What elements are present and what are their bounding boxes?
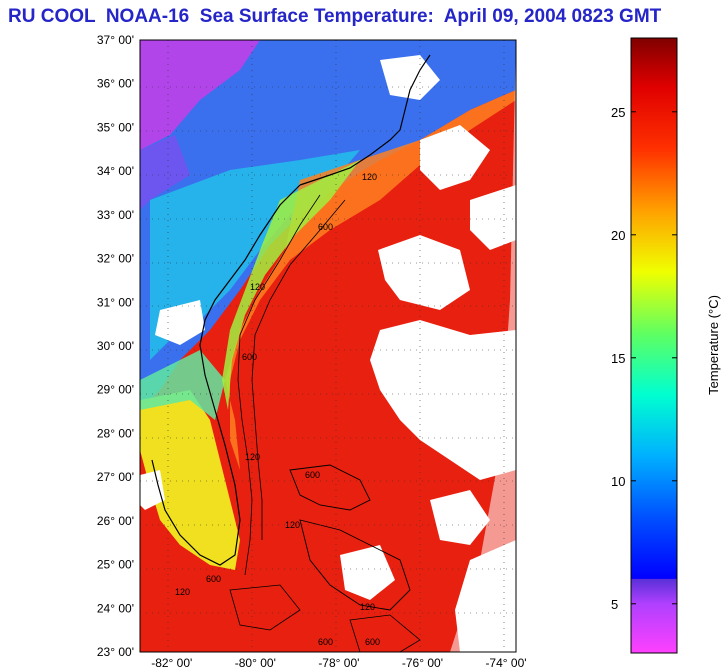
graticule bbox=[140, 40, 516, 652]
cold-magenta-area bbox=[140, 40, 260, 150]
longitude-label: -76° 00' bbox=[402, 656, 443, 670]
coastline-south bbox=[151, 184, 301, 566]
latitude-label: 34° 00' bbox=[97, 164, 134, 178]
longitude-label: -80° 00' bbox=[235, 656, 276, 670]
colorbar-tick-label: 5 bbox=[611, 597, 618, 612]
isobath-label: 600 bbox=[365, 637, 380, 647]
isobath-labels: 120 600 120 600 120 600 120 600 120 600 … bbox=[175, 172, 380, 647]
latitude-label: 30° 00' bbox=[97, 339, 134, 353]
latitude-label: 32° 00' bbox=[97, 252, 134, 266]
map-frame bbox=[139, 39, 517, 653]
colorbar-tick-label: 20 bbox=[611, 228, 625, 243]
isobath-600 bbox=[251, 199, 346, 540]
latitude-label: 23° 00' bbox=[97, 645, 134, 659]
coastline bbox=[299, 54, 431, 186]
latitude-label: 24° 00' bbox=[97, 601, 134, 615]
latitude-label: 26° 00' bbox=[97, 514, 134, 528]
isobath-label: 120 bbox=[175, 587, 190, 597]
longitude-labels: -82° 00' -80° 00' -78° 00' -76° 00' -74° 00' bbox=[151, 656, 526, 670]
isobath-label: 600 bbox=[242, 352, 257, 362]
isobath-120 bbox=[237, 194, 321, 576]
latitude-labels: 37° 00' 36° 00' 35° 00' 34° 00' 33° 00' 32° 0… bbox=[97, 33, 134, 659]
bahamas-contour bbox=[289, 464, 371, 511]
colorbar-ticks: 25 20 15 10 5 bbox=[611, 105, 677, 612]
colorbar bbox=[630, 37, 678, 654]
latitude-label: 29° 00' bbox=[97, 383, 134, 397]
latitude-label: 25° 00' bbox=[97, 558, 134, 572]
colorbar-tick-label: 25 bbox=[611, 105, 625, 120]
latitude-label: 27° 00' bbox=[97, 470, 134, 484]
isobath-label: 600 bbox=[305, 470, 320, 480]
sst-map: 120 600 120 600 120 600 120 600 120 600 … bbox=[140, 40, 516, 652]
map-title: RU COOL NOAA-16 Sea Surface Temperature:… bbox=[8, 6, 662, 27]
latitude-label: 35° 00' bbox=[97, 120, 134, 134]
longitude-label: -82° 00' bbox=[151, 656, 192, 670]
isobath-label: 120 bbox=[245, 452, 260, 462]
latitude-label: 36° 00' bbox=[97, 77, 134, 91]
mid-land-area bbox=[150, 150, 360, 360]
latitude-label: 28° 00' bbox=[97, 426, 134, 440]
isobath-label: 600 bbox=[318, 637, 333, 647]
latitude-label: 37° 00' bbox=[97, 33, 134, 47]
longitude-label: -78° 00' bbox=[318, 656, 359, 670]
isobath-label: 600 bbox=[206, 574, 221, 584]
cold-land-area bbox=[140, 40, 516, 410]
colorbar-tick-label: 10 bbox=[611, 474, 625, 489]
isobath-label: 120 bbox=[250, 282, 265, 292]
colorbar-tick-label: 15 bbox=[611, 351, 625, 366]
isobath-label: 120 bbox=[360, 602, 375, 612]
latitude-label: 33° 00' bbox=[97, 208, 134, 222]
isobath-label: 600 bbox=[318, 222, 333, 232]
isobath-label: 120 bbox=[285, 520, 300, 530]
isobath-label: 120 bbox=[362, 172, 377, 182]
latitude-label: 31° 00' bbox=[97, 295, 134, 309]
longitude-label: -74° 00' bbox=[485, 656, 526, 670]
colorbar-label: Temperature (°C) bbox=[706, 295, 721, 395]
